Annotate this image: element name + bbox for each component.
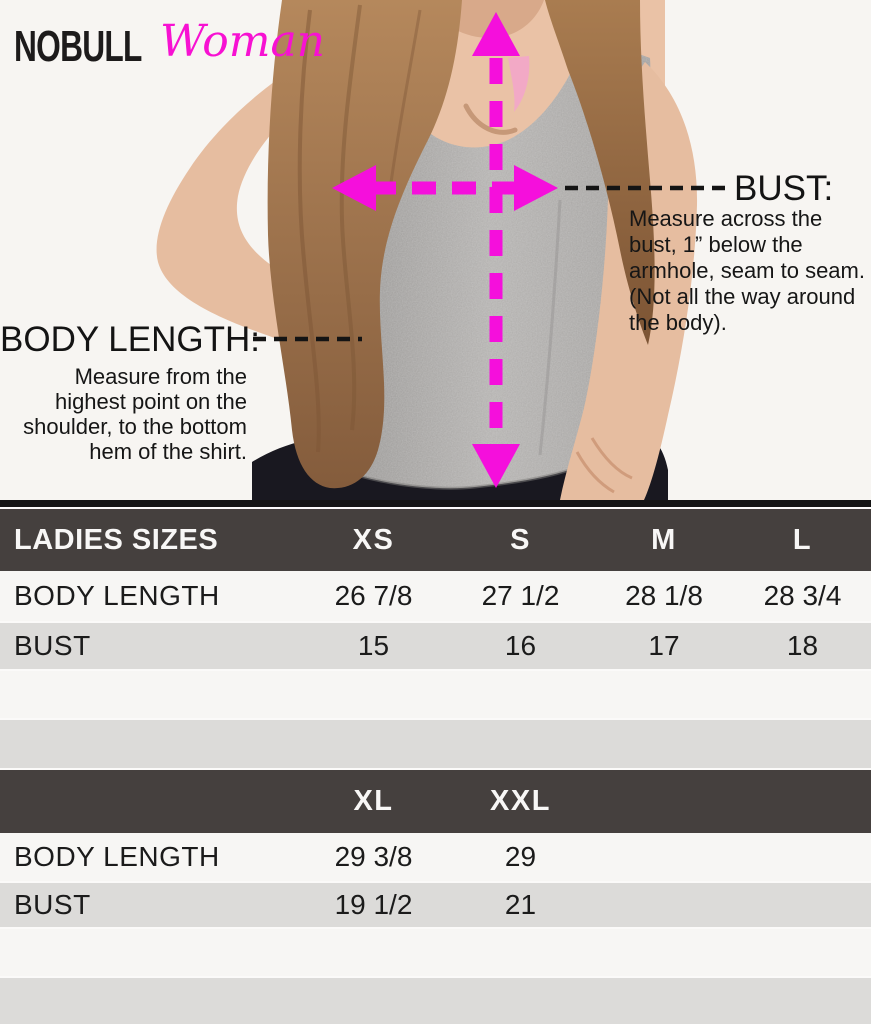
header-size-xs: XS	[352, 523, 395, 556]
size-table-header: LADIES SIZES XS S M L	[0, 509, 871, 571]
spacer-row	[0, 671, 871, 718]
value-xl: 19 1/2	[334, 889, 413, 920]
table-row-bust: BUST 15 16 17 18	[0, 621, 871, 671]
value-m: 17	[648, 630, 680, 661]
value-xs: 26 7/8	[334, 580, 413, 611]
table-row-body-length: BODY LENGTH 26 7/8 27 1/2 28 1/8 28 3/4	[0, 571, 871, 621]
row-label: BUST	[14, 630, 91, 661]
value-xl: 29 3/8	[334, 841, 413, 872]
value-l: 28 3/4	[763, 580, 842, 611]
body-length-description: Measure from the highest point on the sh…	[23, 364, 247, 464]
value-s: 27 1/2	[481, 580, 560, 611]
spacer-row	[0, 929, 871, 976]
divider-gap	[0, 507, 871, 509]
table-row-body-length: BODY LENGTH 29 3/8 29	[0, 833, 871, 881]
model-hand-finger-lines	[575, 437, 633, 494]
spacer-row	[0, 718, 871, 768]
table-row-bust: BUST 19 1/2 21	[0, 881, 871, 929]
value-xxl: 29	[504, 841, 537, 872]
value-m: 28 1/8	[625, 580, 703, 611]
size-table-ladies: LADIES SIZES XS S M L BODY LENGTH 26 7/8…	[0, 509, 871, 671]
arrowhead-right-icon	[514, 165, 558, 211]
header-size-l: L	[792, 523, 813, 556]
model-hair-right	[545, 0, 655, 345]
arrowhead-up-icon	[472, 12, 520, 56]
row-label: BODY LENGTH	[14, 841, 220, 872]
model-hair-strand	[388, 9, 422, 191]
brand-name: NOBULL	[14, 22, 142, 71]
model-hair-strand	[297, 9, 321, 453]
bra-strap-sliver	[508, 56, 530, 112]
body-length-measure-arrow	[472, 12, 520, 488]
value-xxl: 21	[504, 889, 537, 920]
row-label: BUST	[14, 889, 91, 920]
brand-subname: Woman	[160, 16, 326, 67]
size-table-header: XL XXL	[0, 770, 871, 833]
bust-measure-arrow	[332, 165, 558, 211]
header-size-s: S	[510, 523, 531, 556]
bust-description: Measure across the bust, 1” below the ar…	[629, 206, 865, 335]
value-s: 16	[504, 630, 537, 661]
value-l: 18	[786, 630, 819, 661]
divider-bar	[0, 500, 871, 507]
model-cleavage-line	[463, 103, 518, 135]
arrowhead-left-icon	[332, 165, 376, 211]
size-table-ladies-extended: XL XXL BODY LENGTH 29 3/8 29 BUST 19 1/2…	[0, 770, 871, 929]
model-photo-illustration	[0, 0, 871, 500]
model-hair-strand	[339, 4, 362, 431]
bust-label: BUST:	[734, 169, 834, 208]
spacer-row	[0, 976, 871, 1024]
header-ladies-sizes: LADIES SIZES	[14, 523, 219, 556]
row-label: BODY LENGTH	[14, 580, 220, 611]
header-size-m: M	[651, 523, 677, 556]
arrowhead-down-icon	[472, 444, 520, 488]
body-length-label: BODY LENGTH:	[0, 320, 260, 359]
header-size-xxl: XXL	[490, 785, 551, 817]
value-xs: 15	[357, 630, 390, 661]
header-size-xl: XL	[353, 785, 394, 817]
divider-gap	[0, 768, 871, 770]
photo-section: NOBULL Woman BUST: Measure across the bu…	[0, 0, 871, 500]
model-left-arm	[156, 38, 400, 382]
tank-top-fold	[538, 199, 562, 456]
